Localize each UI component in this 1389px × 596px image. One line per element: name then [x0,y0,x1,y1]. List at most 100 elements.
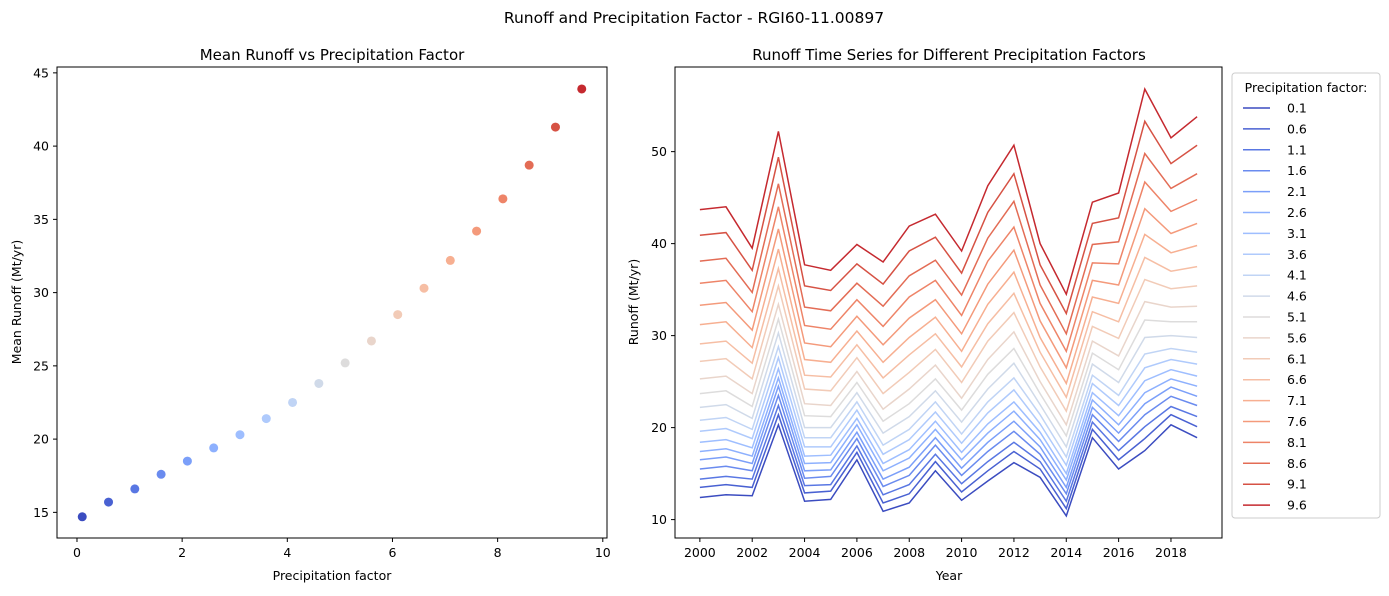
legend-label: 2.6 [1287,205,1307,220]
legend: Precipitation factor: 0.1 0.6 1.1 1.6 2.1 2.6… [1231,72,1381,519]
series-line-7.1 [699,233,1198,386]
series-line-6.6 [699,256,1198,400]
x-tick-label: 2 [178,545,186,560]
x-tick-label: 2002 [736,545,768,560]
x-tick-label: 2008 [893,545,925,560]
series-line-8.1 [699,180,1198,354]
series-line-3.6 [699,355,1198,468]
legend-label: 0.1 [1287,101,1307,116]
scatter-ylabel: Mean Runoff (Mt/yr) [9,240,24,364]
scatter-point [524,160,534,170]
y-tick-label: 20 [651,420,667,435]
x-tick-label: 2010 [946,545,978,560]
series-line-0.1 [699,422,1198,518]
legend-label: 3.1 [1287,226,1307,241]
scatter-point [393,310,403,320]
x-tick-label: 2014 [1050,545,1082,560]
series-line-9.1 [699,119,1198,316]
legend-label: 5.1 [1287,310,1307,325]
series-line-1.1 [699,403,1198,503]
scatter-point [340,358,350,368]
x-tick-label: 8 [494,545,502,560]
x-tick-label: 2004 [789,545,821,560]
scatter-point [445,255,455,265]
scatter-point [498,194,508,204]
scatter-xlabel: Precipitation factor [273,568,393,583]
timeseries-ylabel: Runoff (Mt/yr) [626,259,641,345]
y-tick-label: 20 [33,432,49,447]
x-tick-label: 2006 [841,545,873,560]
legend-label: 7.1 [1287,393,1307,408]
legend-label: 2.1 [1287,184,1307,199]
y-tick-label: 35 [33,212,49,227]
legend-label: 1.1 [1287,142,1307,157]
legend-label: 4.6 [1287,289,1307,304]
y-tick-label: 50 [651,144,667,159]
series-line-4.1 [699,344,1198,459]
timeseries-axes: Runoff Time Series for Different Precipi… [626,46,1223,583]
scatter-point [472,226,482,236]
scatter-point [77,512,87,522]
legend-label: 5.6 [1287,330,1307,345]
scatter-point [182,456,192,466]
x-tick-label: 6 [388,545,396,560]
legend-label: 6.6 [1287,372,1307,387]
legend-label: 3.6 [1287,247,1307,262]
x-tick-label: 2016 [1103,545,1135,560]
scatter-point [209,443,219,453]
legend-label: 6.1 [1287,351,1307,366]
y-tick-label: 40 [651,236,667,251]
scatter-axes: Mean Runoff vs Precipitation Factor 0 2 4 6… [9,46,611,583]
series-line-7.6 [699,207,1198,370]
y-tick-label: 10 [651,512,667,527]
x-tick-label: 2000 [684,545,716,560]
scatter-point [104,497,114,507]
scatter-point [288,397,298,407]
scatter-point [419,283,429,293]
legend-title: Precipitation factor: [1245,80,1368,95]
legend-label: 1.6 [1287,163,1307,178]
timeseries-title: Runoff Time Series for Different Precipi… [752,46,1146,64]
scatter-title: Mean Runoff vs Precipitation Factor [200,46,465,64]
series-line-1.6 [699,393,1198,496]
legend-label: 4.1 [1287,268,1307,283]
series-line-2.6 [699,375,1198,482]
series-line-9.6 [699,87,1198,297]
series-line-6.1 [699,278,1198,413]
scatter-point [314,378,324,388]
series-line-5.6 [699,300,1198,427]
scatter-point [366,336,376,346]
legend-label: 9.1 [1287,477,1307,492]
scatter-point [235,430,245,440]
series-line-4.6 [699,330,1198,449]
scatter-point [577,84,587,94]
legend-label: 7.6 [1287,414,1307,429]
scatter-point [261,414,271,424]
legend-frame [1231,72,1381,519]
x-tick-label: 10 [595,545,611,560]
y-tick-label: 30 [651,328,667,343]
series-line-3.1 [699,366,1198,476]
legend-label: 8.1 [1287,435,1307,450]
series-line-8.6 [699,151,1198,336]
series-line-0.6 [699,412,1198,511]
timeseries-frame [674,66,1223,539]
x-tick-label: 0 [73,545,81,560]
figure-suptitle: Runoff and Precipitation Factor - RGI60-… [504,9,884,27]
y-tick-label: 30 [33,285,49,300]
x-tick-label: 2012 [998,545,1030,560]
series-line-5.1 [699,316,1198,438]
scatter-point [130,484,140,494]
y-tick-label: 45 [33,65,49,80]
scatter-point [550,122,560,132]
series-line-2.1 [699,383,1198,490]
x-tick-label: 2018 [1155,545,1187,560]
legend-label: 0.6 [1287,121,1307,136]
y-tick-label: 40 [33,139,49,154]
legend-label: 8.6 [1287,456,1307,471]
scatter-frame [56,66,608,539]
x-tick-label: 4 [283,545,291,560]
y-tick-label: 15 [33,505,49,520]
scatter-point [156,469,166,479]
